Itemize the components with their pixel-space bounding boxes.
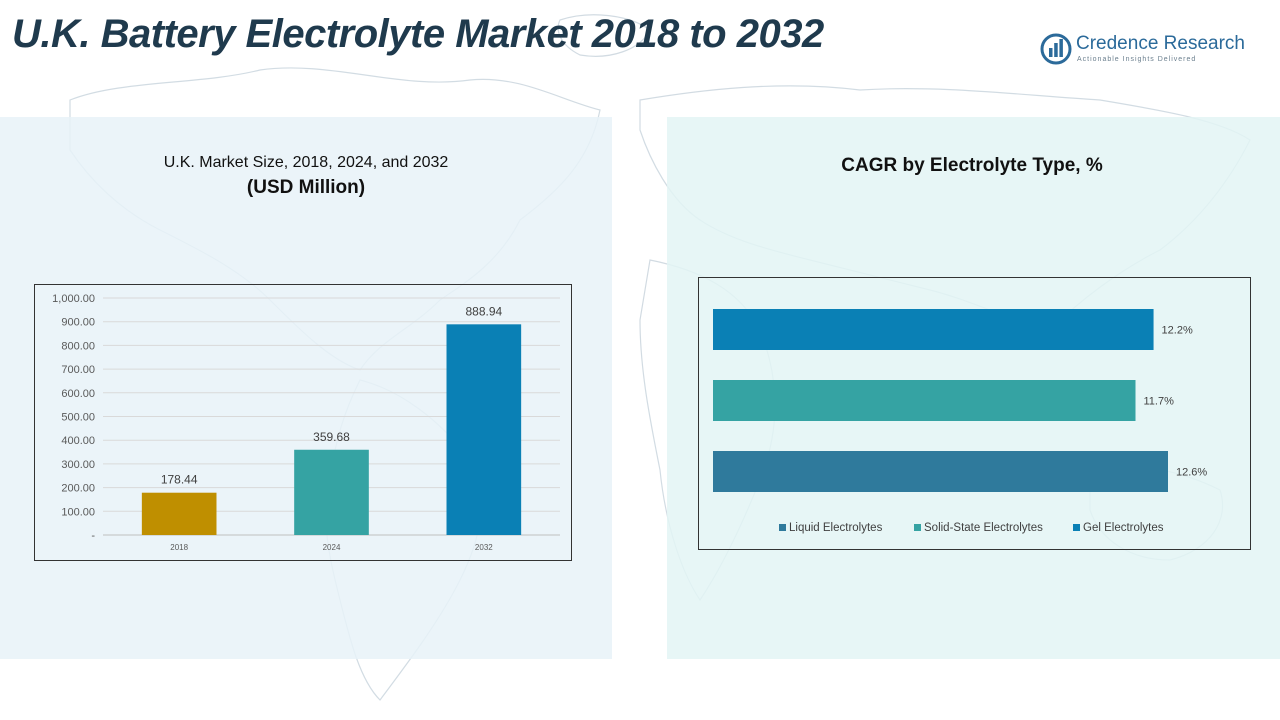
data-label: 888.94 [465,304,502,318]
data-label: 178.44 [161,473,198,487]
bar [713,451,1168,492]
x-tick-label: 2032 [475,543,493,552]
legend-label: Gel Electrolytes [1083,522,1164,534]
bar [446,324,522,535]
credence-research-logo: Credence Research Actionable Insights De… [1040,30,1255,70]
page-title: U.K. Battery Electrolyte Market 2018 to … [12,12,824,56]
legend-swatch [1073,524,1080,531]
y-tick-label: 600.00 [61,388,95,400]
x-tick-label: 2024 [323,543,341,552]
market-size-bar-chart: - 100.00 200.00 300.00 400.00 500.00 600.00 700… [52,293,560,552]
legend-label: Liquid Electrolytes [789,522,883,534]
bar [294,449,369,535]
market-size-chart-title: U.K. Market Size, 2018, 2024, and 2032 [163,154,449,171]
y-tick-label: 100.00 [61,506,95,518]
legend-swatch [914,524,921,531]
data-label: 11.7% [1144,396,1175,408]
bar [713,309,1154,350]
y-tick-label: 700.00 [61,364,95,376]
bar [713,380,1136,421]
data-label: 12.2% [1162,325,1193,337]
bar [141,492,217,535]
market-size-chart-unit: (USD Million) [246,177,366,198]
x-tick-label: 2018 [170,543,188,552]
y-tick-label: 800.00 [61,340,95,352]
y-tick-label: 300.00 [61,459,95,471]
y-tick-label: - [91,530,95,542]
legend-swatch [779,524,786,531]
y-tick-label: 1,000.00 [52,293,95,305]
y-tick-label: 500.00 [61,412,95,424]
bar-chart-circle-icon [1040,33,1072,65]
data-label: 359.68 [313,430,350,444]
cagr-horizontal-bar-chart: 12.2% 11.7% 12.6% Liquid Electrolytes Solid-… [713,309,1207,534]
y-tick-label: 900.00 [61,317,95,329]
logo-tagline: Actionable Insights Delivered [1077,56,1197,63]
cagr-chart-title: CAGR by Electrolyte Type, % [841,155,1103,176]
cagr-chart: 12.2% 11.7% 12.6% Liquid Electrolytes Solid-… [698,277,1251,550]
data-label: 12.6% [1176,467,1207,479]
y-tick-label: 200.00 [61,483,95,495]
y-tick-label: 400.00 [61,435,95,447]
logo-name: Credence Research [1076,33,1245,54]
legend-label: Solid-State Electrolytes [924,522,1043,534]
market-size-chart: - 100.00 200.00 300.00 400.00 500.00 600.00 700… [34,284,572,561]
